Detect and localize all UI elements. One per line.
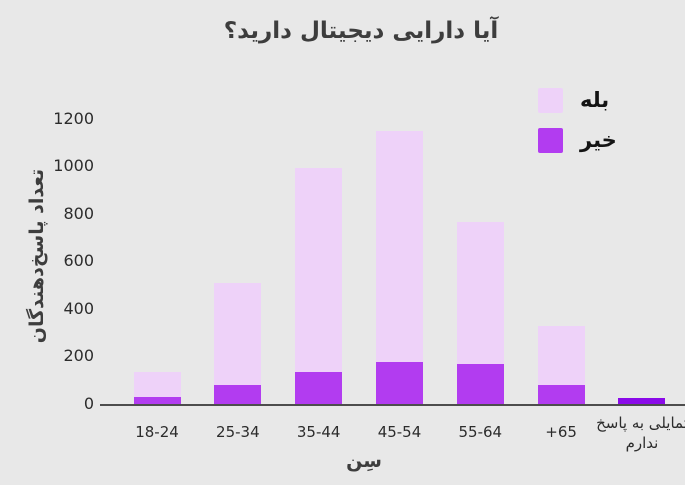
- y-tick-label: 400: [63, 298, 94, 318]
- x-tick-label: 65+: [545, 423, 577, 441]
- bar-segment-خیر-55-64: [456, 363, 504, 404]
- y-tick-label: 1200: [53, 108, 94, 128]
- x-axis-title: سِن: [346, 450, 382, 472]
- bar-segment-خیر-18-24: [133, 396, 181, 404]
- x-tick-label: 45-54: [377, 423, 422, 441]
- legend-item-no[interactable]: خیر: [538, 128, 617, 153]
- bar-segment-خیر-65+: [537, 384, 585, 404]
- x-tick-label: 18-24: [135, 423, 179, 441]
- legend-label-yes: بله: [580, 88, 610, 112]
- chart-title: آیا دارایی دیجیتال دارید؟: [223, 18, 499, 44]
- bar-segment-خیر-25-34: [214, 384, 262, 404]
- legend-item-yes[interactable]: بله: [538, 88, 617, 113]
- y-tick-label: 200: [63, 346, 94, 366]
- bar-segment-بله-18-24: [133, 371, 181, 397]
- bar-segment-بله-55-64: [456, 222, 504, 364]
- y-tick-label: 0: [83, 394, 94, 413]
- x-tick-label: 35-44: [296, 423, 341, 441]
- bar-segment-خیر-تمایلی به پاسخ ندارم: [618, 398, 666, 404]
- x-tick-label: تمایلی به پاسخ ندارم: [596, 414, 685, 452]
- x-axis-line: [100, 404, 685, 406]
- y-tick-label: 800: [63, 203, 94, 223]
- bar-segment-بله-45-54: [375, 130, 423, 363]
- legend-swatch-no: [538, 128, 563, 153]
- y-tick-label: 600: [63, 251, 94, 271]
- bar-segment-بله-35-44: [295, 167, 343, 372]
- y-tick-label: 1000: [53, 156, 94, 176]
- x-tick-label: 55-64: [458, 423, 503, 441]
- legend-swatch-yes: [538, 88, 563, 113]
- bar-segment-بله-65+: [537, 325, 585, 385]
- x-tick-label: 25-34: [216, 423, 260, 441]
- bar-segment-خیر-35-44: [295, 371, 343, 404]
- legend: بله خیر: [538, 88, 617, 168]
- bar-segment-خیر-45-54: [375, 362, 423, 404]
- legend-label-no: خیر: [580, 128, 617, 152]
- bar-segment-بله-25-34: [214, 282, 262, 385]
